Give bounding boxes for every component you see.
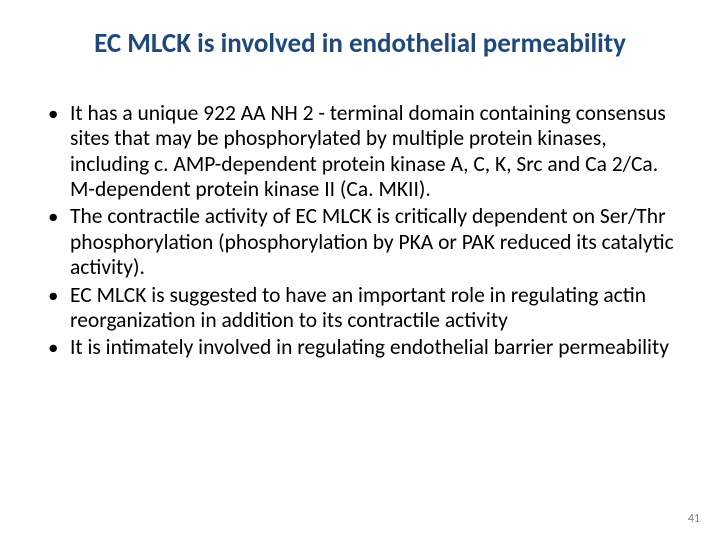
slide-title: EC MLCK is involved in endothelial perme… — [42, 28, 678, 59]
list-item: It is intimately involved in regulating … — [46, 335, 674, 360]
list-item: EC MLCK is suggested to have an importan… — [46, 283, 674, 334]
page-number: 41 — [688, 512, 700, 526]
list-item: It has a unique 922 AA NH 2 - terminal d… — [46, 101, 674, 202]
bullet-list: It has a unique 922 AA NH 2 - terminal d… — [42, 101, 678, 361]
list-item: The contractile activity of EC MLCK is c… — [46, 204, 674, 280]
slide: EC MLCK is involved in endothelial perme… — [0, 0, 720, 540]
